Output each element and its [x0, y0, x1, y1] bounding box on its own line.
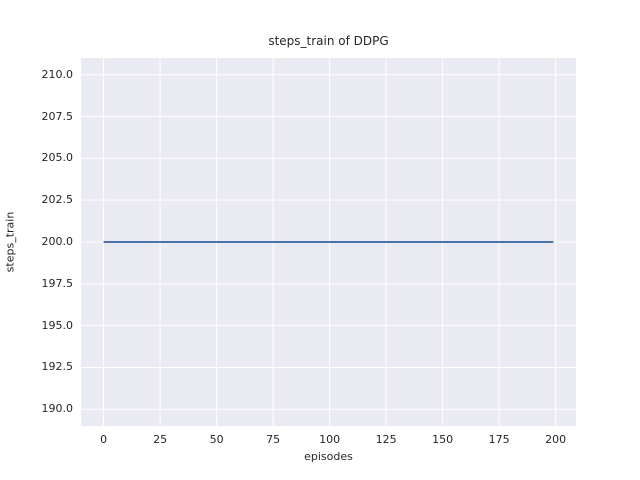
plot-canvas [81, 58, 576, 426]
x-tick-label: 0 [100, 433, 108, 446]
y-tick-label: 197.5 [41, 276, 74, 290]
y-tick-label: 205.0 [41, 151, 74, 165]
x-tick-label: 50 [209, 433, 224, 446]
y-tick-label: 200.0 [41, 235, 74, 248]
y-tick-label: 195.0 [41, 318, 74, 332]
x-tick-label: 150 [432, 433, 454, 446]
x-tick-label: 25 [153, 433, 168, 446]
x-axis-label: episodes [304, 450, 353, 463]
y-tick-label: 207.5 [41, 109, 74, 123]
chart-title: steps_train of DDPG [268, 34, 389, 48]
x-tick-label: 75 [266, 433, 281, 446]
y-tick-label: 202.5 [41, 193, 74, 207]
y-tick-label: 192.5 [41, 360, 74, 374]
x-tick-label: 200 [545, 433, 567, 446]
y-tick-label: 210.0 [41, 67, 74, 81]
x-tick-label: 125 [375, 433, 397, 446]
plot-area [81, 58, 576, 426]
y-tick-label: 190.0 [41, 402, 74, 416]
x-tick-label: 175 [488, 433, 510, 446]
x-tick-label: 100 [319, 433, 341, 446]
